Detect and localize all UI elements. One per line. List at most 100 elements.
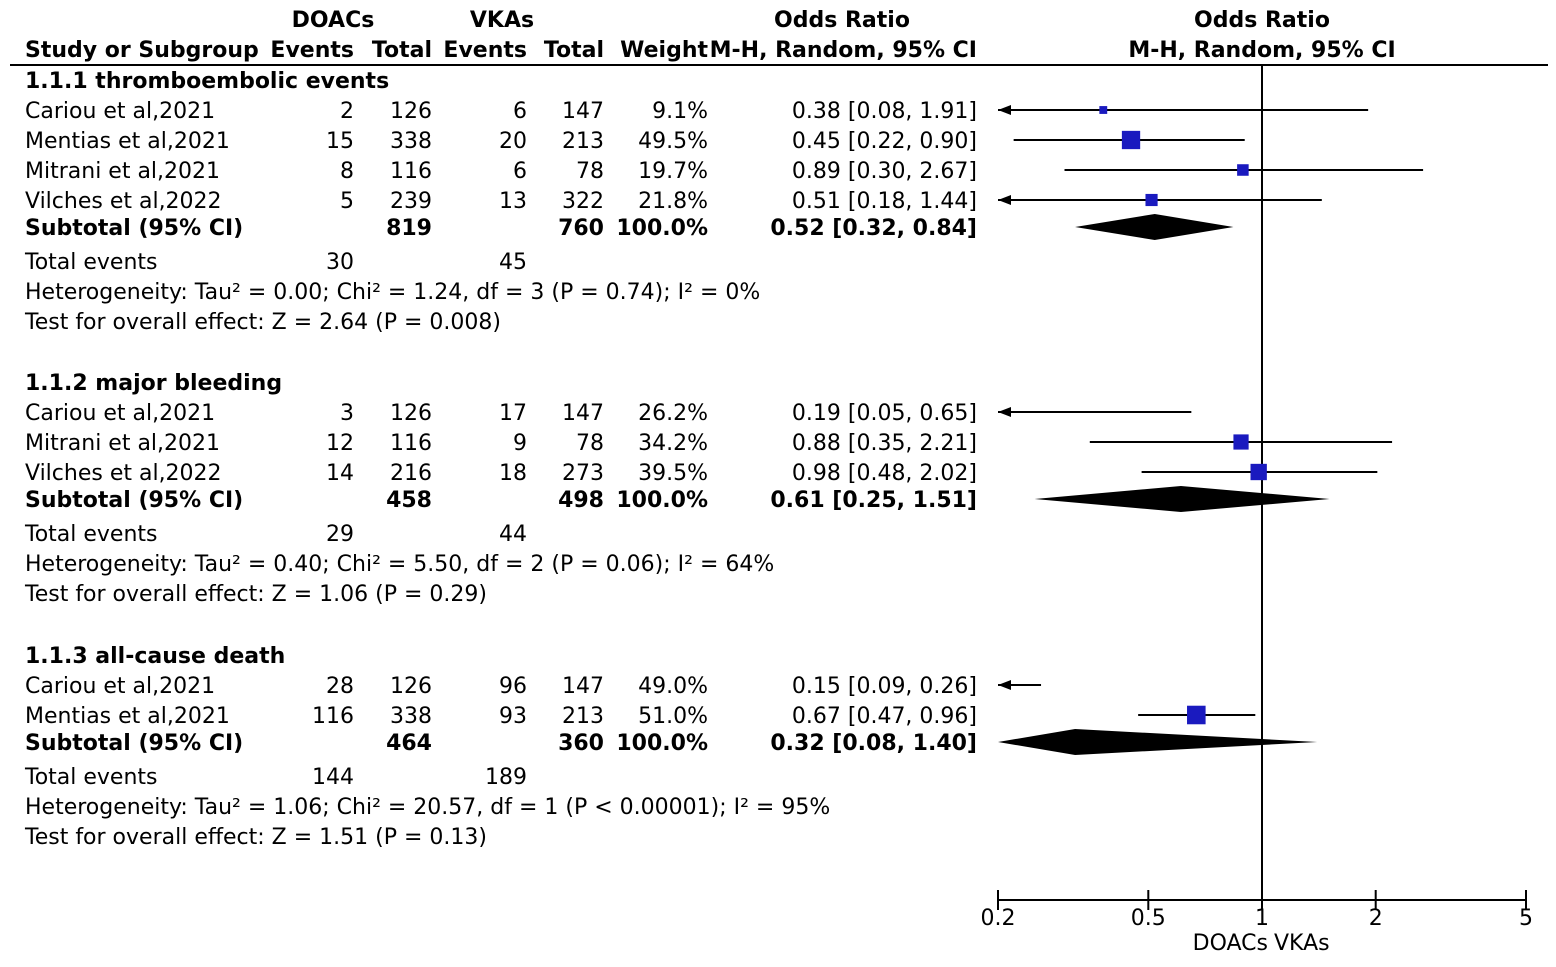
header-total-1: Total <box>372 38 432 63</box>
subtotal-label: Subtotal (95% CI) <box>25 216 243 241</box>
header-method: M-H, Random, 95% CI <box>710 38 977 63</box>
ci-arrow-left <box>998 680 1011 690</box>
subtotal-total-2: 760 <box>558 216 604 241</box>
study-total-2: 78 <box>576 159 604 184</box>
subtotal-total-2: 498 <box>558 488 604 513</box>
study-marker <box>1099 106 1108 114</box>
overall-effect-text: Test for overall effect: Z = 1.06 (P = 0… <box>24 582 487 607</box>
header-events-1: Events <box>270 38 354 63</box>
total-events-label: Total events <box>24 250 158 275</box>
study-events-2: 13 <box>499 189 527 214</box>
study-marker <box>1145 193 1158 207</box>
study-total-1: 338 <box>390 129 432 154</box>
study-weight: 21.8% <box>638 189 708 214</box>
study-name: Mitrani et al,2021 <box>25 431 220 456</box>
study-events-1: 28 <box>326 674 354 699</box>
study-weight: 51.0% <box>638 704 708 729</box>
subtotal-weight: 100.0% <box>616 731 708 756</box>
subgroup-title: 1.1.1 thromboembolic events <box>25 69 389 94</box>
study-events-1: 15 <box>326 129 354 154</box>
x-tick-label: 2 <box>1369 906 1383 931</box>
study-name: Vilches et al,2022 <box>25 189 222 214</box>
study-weight: 9.1% <box>652 99 708 124</box>
header-events-2: Events <box>443 38 527 63</box>
subtotal-label: Subtotal (95% CI) <box>25 488 243 513</box>
subtotal-or-ci: 0.52 [0.32, 0.84] <box>770 216 977 241</box>
overall-effect-text: Test for overall effect: Z = 1.51 (P = 0… <box>24 825 487 850</box>
study-events-2: 20 <box>499 129 527 154</box>
study-events-2: 18 <box>499 461 527 486</box>
study-name: Cariou et al,2021 <box>25 674 215 699</box>
subtotal-label: Subtotal (95% CI) <box>25 731 243 756</box>
study-total-1: 338 <box>390 704 432 729</box>
study-name: Vilches et al,2022 <box>25 461 222 486</box>
total-events-2: 45 <box>499 250 527 275</box>
heterogeneity-text: Heterogeneity: Tau² = 1.06; Chi² = 20.57… <box>25 795 830 820</box>
study-events-1: 3 <box>340 401 354 426</box>
study-weight: 19.7% <box>638 159 708 184</box>
subgroup-title: 1.1.3 all-cause death <box>25 644 285 669</box>
subtotal-weight: 100.0% <box>616 216 708 241</box>
header-plot-method: M-H, Random, 95% CI <box>1128 38 1395 63</box>
x-tick-label: 0.2 <box>981 906 1016 931</box>
ci-arrow-left <box>998 105 1011 115</box>
study-marker <box>1187 705 1206 725</box>
study-marker <box>1250 463 1267 481</box>
subtotal-total-1: 464 <box>386 731 432 756</box>
subtotal-or-ci: 0.61 [0.25, 1.51] <box>770 488 977 513</box>
study-or-ci: 0.89 [0.30, 2.67] <box>792 159 977 184</box>
study-events-2: 93 <box>499 704 527 729</box>
study-name: Cariou et al,2021 <box>25 99 215 124</box>
header-total-2: Total <box>544 38 604 63</box>
subtotal-weight: 100.0% <box>616 488 708 513</box>
ci-arrow-left <box>998 195 1011 205</box>
study-events-2: 17 <box>499 401 527 426</box>
study-or-ci: 0.38 [0.08, 1.91] <box>792 99 977 124</box>
total-events-2: 189 <box>485 765 527 790</box>
study-total-1: 116 <box>390 431 432 456</box>
overall-effect-text: Test for overall effect: Z = 2.64 (P = 0… <box>24 310 501 335</box>
x-tick-label: 0.5 <box>1131 906 1166 931</box>
subtotal-total-2: 360 <box>558 731 604 756</box>
study-or-ci: 0.67 [0.47, 0.96] <box>792 704 977 729</box>
study-name: Mentias et al,2021 <box>25 704 230 729</box>
favours-left-label: DOACs <box>1193 931 1268 956</box>
subtotal-diamond <box>1034 486 1330 512</box>
study-or-ci: 0.19 [0.05, 0.65] <box>792 401 977 426</box>
study-or-ci: 0.51 [0.18, 1.44] <box>792 189 977 214</box>
subtotal-diamond <box>998 729 1318 755</box>
header-group1: DOACs <box>292 8 375 33</box>
study-total-2: 213 <box>562 129 604 154</box>
study-events-2: 6 <box>513 159 527 184</box>
study-total-1: 126 <box>390 401 432 426</box>
heterogeneity-text: Heterogeneity: Tau² = 0.40; Chi² = 5.50,… <box>25 552 774 577</box>
study-or-ci: 0.15 [0.09, 0.26] <box>792 674 977 699</box>
total-events-2: 44 <box>499 522 527 547</box>
study-total-2: 273 <box>562 461 604 486</box>
study-total-2: 322 <box>562 189 604 214</box>
study-name: Mitrani et al,2021 <box>25 159 220 184</box>
study-total-1: 126 <box>390 674 432 699</box>
total-events-1: 29 <box>326 522 354 547</box>
study-marker <box>1233 434 1249 450</box>
study-name: Mentias et al,2021 <box>25 129 230 154</box>
x-tick-label: 5 <box>1519 906 1533 931</box>
study-events-2: 96 <box>499 674 527 699</box>
study-name: Cariou et al,2021 <box>25 401 215 426</box>
study-events-2: 6 <box>513 99 527 124</box>
study-marker <box>1237 164 1249 176</box>
header-group2: VKAs <box>470 8 534 33</box>
study-events-1: 2 <box>340 99 354 124</box>
subgroup-title: 1.1.2 major bleeding <box>25 371 282 396</box>
header-or-title: Odds Ratio <box>774 8 910 33</box>
study-events-1: 8 <box>340 159 354 184</box>
study-weight: 26.2% <box>638 401 708 426</box>
study-events-1: 12 <box>326 431 354 456</box>
header-study: Study or Subgroup <box>25 38 259 63</box>
study-events-2: 9 <box>513 431 527 456</box>
study-events-1: 14 <box>326 461 354 486</box>
study-marker <box>1121 130 1141 150</box>
subtotal-diamond <box>1075 214 1234 240</box>
study-total-2: 147 <box>562 99 604 124</box>
